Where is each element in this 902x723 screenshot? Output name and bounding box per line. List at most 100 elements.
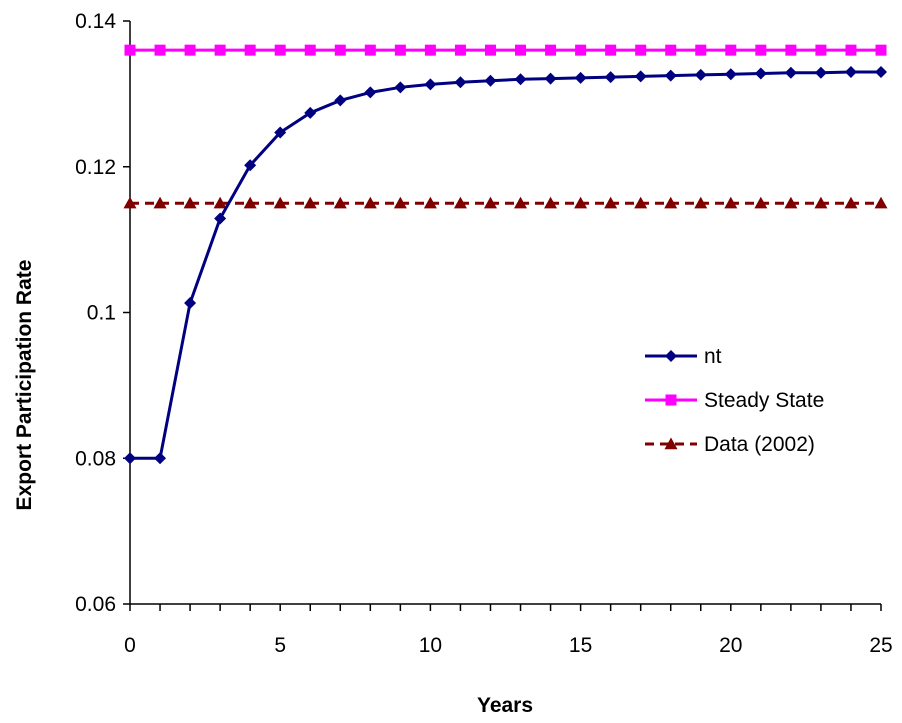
data-point	[755, 44, 767, 56]
data-point	[424, 78, 437, 91]
data-point	[694, 68, 707, 81]
data-point	[605, 44, 617, 56]
data-point	[273, 196, 287, 209]
series-steady-state	[124, 44, 887, 56]
legend-item: Data (2002)	[645, 433, 815, 456]
data-point	[604, 196, 618, 209]
y-tick-label: 0.06	[75, 593, 116, 616]
data-point	[875, 66, 887, 79]
data-point	[844, 66, 857, 79]
x-tick-label: 10	[419, 634, 442, 657]
axes: 0.06 0.08 0.1 0.12 0.14 0 5 10 15 20 25	[75, 10, 893, 657]
data-point	[754, 67, 767, 80]
data-point	[784, 196, 798, 209]
data-point	[875, 44, 887, 56]
legend-label: Steady State	[704, 389, 824, 412]
data-point	[724, 196, 738, 209]
data-point	[303, 196, 317, 209]
data-point	[634, 196, 648, 209]
y-tick-label: 0.1	[87, 302, 116, 325]
data-point	[364, 44, 376, 56]
data-point	[604, 71, 617, 84]
data-point	[664, 196, 678, 209]
data-point	[423, 196, 437, 209]
data-point	[483, 196, 497, 209]
data-point	[153, 196, 167, 209]
data-point	[484, 44, 496, 56]
x-tick-label: 0	[124, 634, 136, 657]
legend-marker	[665, 350, 677, 362]
legend: nt Steady State Data (2002)	[645, 345, 824, 456]
plot-area	[123, 44, 888, 465]
data-point	[184, 44, 196, 56]
data-point	[154, 452, 167, 465]
data-point	[784, 66, 797, 79]
data-point	[394, 44, 406, 56]
x-tick-label: 5	[274, 634, 286, 657]
y-axis-title: Export Participation Rate	[13, 260, 36, 511]
data-point	[304, 106, 317, 119]
data-point	[514, 73, 527, 86]
data-point	[214, 212, 227, 225]
data-point	[184, 297, 197, 310]
x-axis-title: Years	[477, 694, 533, 717]
data-point	[635, 44, 647, 56]
data-point	[334, 94, 347, 107]
data-point	[725, 44, 737, 56]
y-tick-label: 0.08	[75, 447, 116, 470]
series-nt	[124, 66, 887, 465]
data-point	[394, 81, 407, 94]
data-point	[574, 196, 588, 209]
data-point	[213, 196, 227, 209]
legend-item: nt	[645, 345, 722, 368]
data-point	[333, 196, 347, 209]
data-point	[243, 196, 257, 209]
data-point	[724, 68, 737, 81]
data-point	[274, 44, 286, 56]
legend-item: Steady State	[645, 389, 824, 412]
data-point	[454, 44, 466, 56]
data-point	[814, 196, 828, 209]
data-point	[815, 44, 827, 56]
data-point	[183, 196, 197, 209]
data-point	[664, 69, 677, 82]
data-point	[814, 66, 827, 79]
data-point	[694, 196, 708, 209]
data-point	[124, 44, 136, 56]
x-tick-label: 25	[869, 634, 892, 657]
legend-marker	[665, 394, 677, 406]
data-point	[874, 196, 888, 209]
data-point	[364, 86, 377, 99]
data-point	[274, 126, 287, 139]
data-point	[544, 72, 557, 85]
data-point	[844, 196, 858, 209]
data-point	[244, 44, 256, 56]
data-point	[695, 44, 707, 56]
data-point	[393, 196, 407, 209]
y-tick-label: 0.12	[75, 156, 116, 179]
data-point	[154, 44, 166, 56]
data-point	[785, 44, 797, 56]
data-point	[484, 74, 497, 87]
x-tick-label: 20	[719, 634, 742, 657]
data-point	[665, 44, 677, 56]
data-point	[124, 452, 136, 465]
y-tick-label: 0.14	[75, 10, 116, 33]
data-point	[514, 196, 528, 209]
data-point	[214, 44, 226, 56]
data-point	[453, 196, 467, 209]
data-point	[334, 44, 346, 56]
x-tick-label: 15	[569, 634, 592, 657]
data-point	[845, 44, 857, 56]
data-point	[545, 44, 557, 56]
data-point	[575, 44, 587, 56]
series-data-2002	[123, 196, 888, 209]
data-point	[454, 76, 467, 89]
data-point	[123, 196, 137, 209]
legend-marker	[664, 437, 678, 450]
legend-label: Data (2002)	[704, 433, 815, 456]
data-point	[544, 196, 558, 209]
data-point	[754, 196, 768, 209]
data-point	[634, 70, 647, 83]
